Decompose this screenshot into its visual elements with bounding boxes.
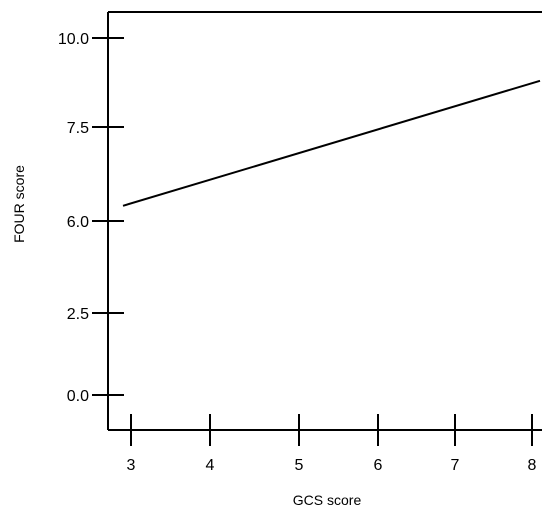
y-tick-label: 6.0 (67, 214, 89, 231)
plot-frame (107, 11, 542, 431)
y-tick-label: 0.0 (67, 388, 89, 405)
x-axis-ticks: 3 4 5 6 7 8 (127, 414, 537, 474)
series-line (122, 79, 541, 207)
y-axis-title: FOUR score (11, 165, 27, 243)
x-tick-label: 5 (295, 457, 304, 474)
series-layer (122, 79, 541, 207)
x-tick-label: 4 (206, 457, 215, 474)
y-tick-label: 7.5 (67, 120, 89, 137)
x-tick-label: 8 (528, 457, 537, 474)
y-tick-label: 2.5 (67, 306, 89, 323)
y-axis-ticks: 10.0 7.5 6.0 2.5 0.0 (58, 31, 124, 405)
y-tick-label: 10.0 (58, 31, 89, 48)
x-tick-label: 7 (451, 457, 460, 474)
x-tick-label: 3 (127, 457, 136, 474)
x-axis-title: GCS score (293, 492, 362, 508)
x-tick-label: 6 (374, 457, 383, 474)
